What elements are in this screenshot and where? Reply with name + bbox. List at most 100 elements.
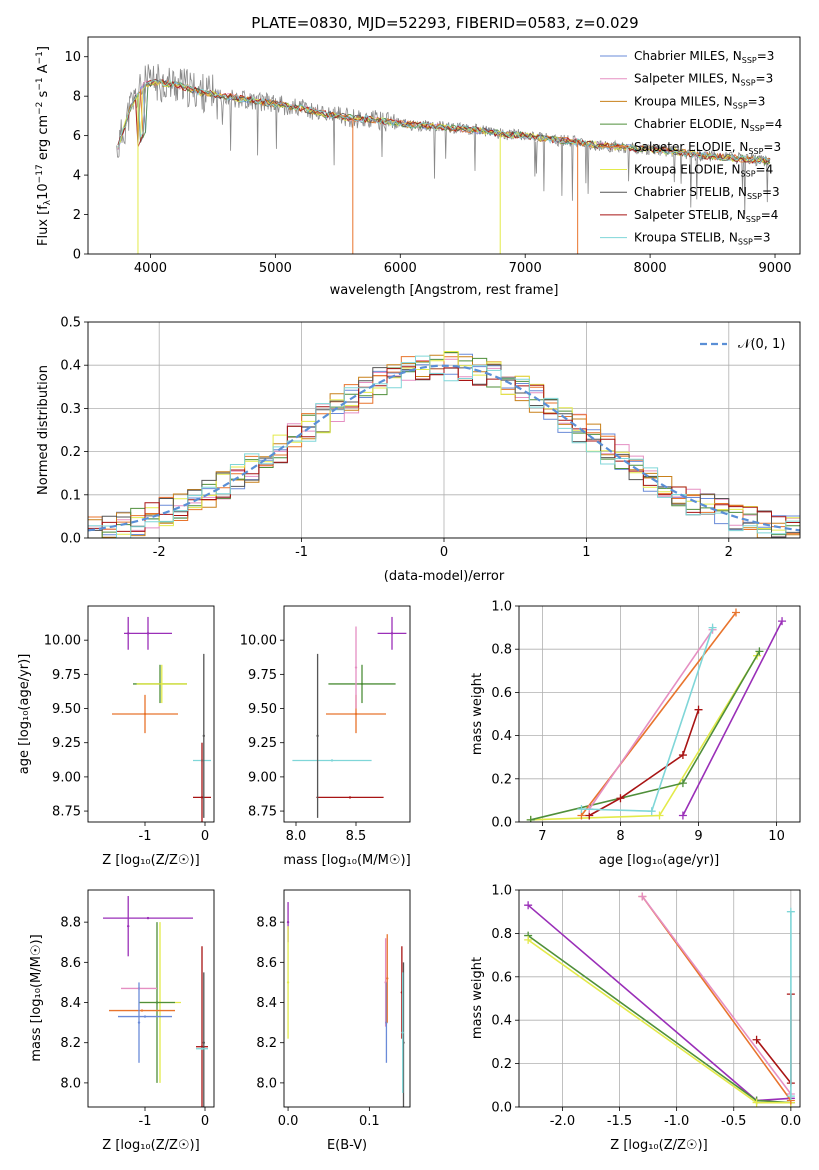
y-tick-label: 8.4 [256, 996, 277, 1011]
x-tick-label: 8.5 [346, 829, 367, 844]
mass-weight-line [755, 994, 792, 1086]
gaussian-curve [88, 364, 800, 532]
mass-weight-marker [655, 811, 664, 820]
data-point [354, 712, 358, 716]
y-tick-label: 8.2 [256, 1036, 277, 1051]
x-tick-label: -1 [139, 1114, 152, 1129]
plot-area [519, 890, 800, 1107]
data-point [143, 712, 147, 716]
data-point [200, 796, 204, 799]
model-spectrum-line [117, 78, 771, 164]
y-axis-label: mass weight [470, 673, 485, 755]
data-point [202, 1041, 205, 1044]
x-tick-label: 0.0 [278, 1114, 299, 1129]
x-axis-label: mass [log₁₀(M/M☉)] [283, 853, 410, 868]
y-tick-label: 9.25 [248, 736, 277, 751]
y-tick-label: 8.75 [248, 805, 277, 820]
y-tick-label: 0.4 [491, 729, 512, 744]
x-tick-label: 9 [694, 829, 702, 844]
model-spectrum-line [117, 78, 771, 164]
x-tick-label: -1 [295, 545, 308, 560]
y-tick-label: 8.6 [256, 956, 277, 971]
y-axis-label: mass weight [470, 957, 485, 1039]
y-tick-label: 0.5 [60, 316, 81, 331]
data-point [143, 1015, 147, 1018]
mass-weight-line [641, 896, 792, 1095]
mass-weight-marker [694, 705, 703, 714]
y-tick-label: 9.50 [52, 702, 81, 717]
data-point [146, 916, 150, 920]
data-point [200, 1047, 204, 1050]
plot-area [286, 902, 405, 1107]
mass-weight-marker [752, 1035, 761, 1044]
legend-entry: Salpeter STELIB, NSSP=4 [634, 208, 778, 224]
legend-entry: Kroupa ELODIE, NSSP=4 [634, 163, 773, 179]
x-tick-label: -1.0 [664, 1114, 689, 1129]
mass-weight-marker [678, 811, 687, 820]
mass-weight-line [682, 620, 783, 816]
axes-frame [87, 605, 215, 823]
y-tick-label: 9.75 [52, 668, 81, 683]
y-tick-label: 10 [64, 50, 81, 65]
data-point [200, 1045, 204, 1048]
data-point [390, 632, 394, 635]
data-point [160, 682, 163, 686]
y-tick-label: 9.25 [52, 736, 81, 751]
x-tick-label: 0.0 [781, 1114, 802, 1129]
y-tick-label: 0.4 [60, 359, 81, 374]
y-tick-label: 4 [73, 169, 81, 184]
legend-entry: 𝒩(0, 1) [738, 337, 785, 352]
x-tick-label: 0 [440, 545, 448, 560]
mass-weight-marker [786, 1092, 795, 1101]
legend-entry: Kroupa STELIB, NSSP=3 [634, 231, 771, 247]
mass-weight-marker [524, 935, 533, 944]
x-tick-label: -2.0 [550, 1114, 575, 1129]
y-tick-label: 0.3 [60, 402, 81, 417]
mass-weight-marker [731, 608, 740, 617]
mass-weight-marker [678, 779, 687, 788]
data-point [330, 759, 334, 762]
y-tick-label: 6 [73, 129, 81, 144]
mass-weight-marker [647, 807, 656, 816]
mass-weight-marker [638, 892, 647, 901]
x-axis-label: wavelength [Angstrom, rest frame] [330, 283, 559, 298]
x-tick-label: -1 [139, 829, 152, 844]
x-tick-label: 4000 [134, 261, 167, 276]
y-tick-label: 0.0 [491, 816, 512, 831]
mass-weight-marker [616, 794, 625, 803]
y-tick-label: 0.6 [491, 686, 512, 701]
legend-entry: Salpeter MILES, NSSP=3 [634, 72, 773, 88]
y-tick-label: 9.75 [248, 668, 277, 683]
y-tick-label: 0.2 [491, 1057, 512, 1072]
x-tick-label: 1 [582, 545, 590, 560]
legend-entry: Chabrier MILES, NSSP=3 [634, 49, 774, 65]
y-tick-label: 8.0 [60, 1076, 81, 1091]
axes-frame [518, 605, 801, 823]
data-point [202, 734, 205, 738]
y-axis-label: Flux [fλ10−17 erg cm−2 s−1 A−1] [35, 46, 53, 246]
x-axis-label: (data-model)/error [384, 569, 505, 584]
x-tick-label: -1.5 [607, 1114, 632, 1129]
data-point [127, 632, 130, 635]
data-point [286, 981, 290, 984]
data-point [316, 734, 319, 738]
axes-frame [87, 36, 801, 255]
data-point [348, 796, 352, 799]
y-tick-label: 0.8 [491, 927, 512, 942]
axes-frame [87, 889, 215, 1108]
x-tick-label: 8 [616, 829, 624, 844]
y-axis-label: age [log₁₀(age/yr)] [17, 654, 32, 775]
y-tick-label: 0.2 [491, 772, 512, 787]
mass-weight-marker [708, 623, 717, 632]
y-tick-label: 0.8 [491, 643, 512, 658]
y-tick-label: 10.00 [44, 634, 81, 649]
mass-weight-line [588, 709, 700, 817]
data-point [401, 1031, 404, 1034]
y-tick-label: 8.8 [60, 916, 81, 931]
data-point [360, 682, 364, 686]
x-tick-label: -0.5 [721, 1114, 746, 1129]
x-tick-label: 2 [725, 545, 733, 560]
x-axis-label: age [log₁₀(age/yr)] [599, 853, 720, 868]
x-tick-label: 10 [768, 829, 785, 844]
legend-entry: Chabrier STELIB, NSSP=3 [634, 185, 780, 201]
